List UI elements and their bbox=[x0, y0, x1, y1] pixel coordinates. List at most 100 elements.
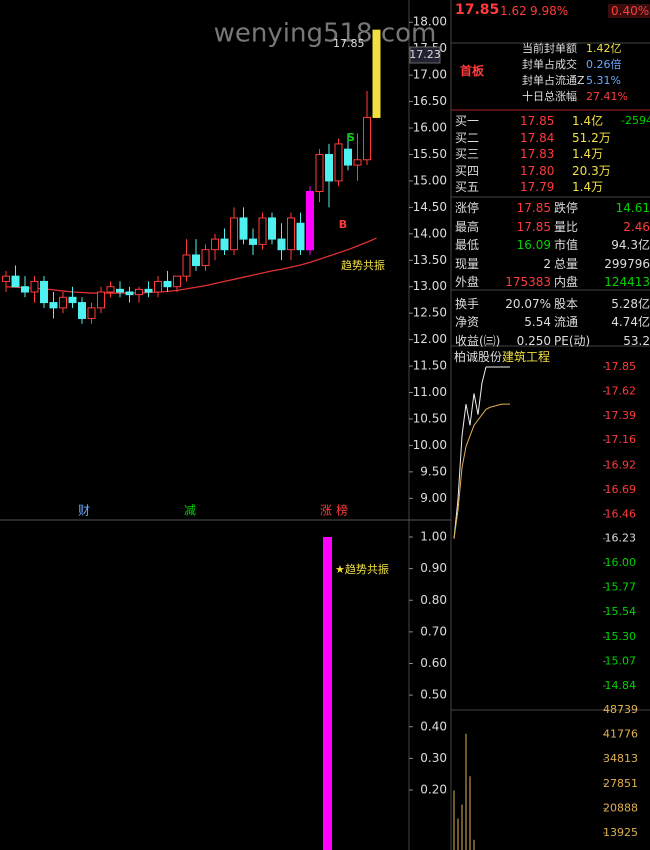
stat-value: 2.46 bbox=[623, 219, 650, 234]
stat-value: 94.3亿 bbox=[611, 238, 650, 252]
y-tick-label: 12.00 bbox=[413, 332, 447, 346]
y-tick-label: 15.54 bbox=[605, 605, 637, 618]
stat-value: 14.61 bbox=[615, 201, 650, 215]
candle-body bbox=[258, 217, 267, 245]
candle-body bbox=[87, 307, 96, 319]
stat-value: 124413 bbox=[604, 275, 650, 289]
y-tick-label: 17.62 bbox=[605, 384, 637, 397]
book-price: 17.79 bbox=[520, 180, 555, 194]
indicator-bar bbox=[323, 537, 332, 850]
y-tick-label: 13.00 bbox=[413, 279, 447, 293]
stat-value: 17.85 bbox=[516, 201, 551, 215]
event-tag: 减 bbox=[184, 504, 196, 518]
y-tick-label: 0.70 bbox=[420, 624, 447, 638]
candle-body bbox=[220, 238, 229, 251]
candle-body bbox=[154, 280, 162, 293]
y-tick-label: 17.16 bbox=[605, 433, 637, 446]
candle-body bbox=[192, 254, 200, 267]
y-tick-label: 9.50 bbox=[420, 464, 447, 478]
stat-value: 175383 bbox=[505, 275, 551, 289]
candle-body bbox=[78, 302, 86, 319]
y-tick-label: 16.69 bbox=[605, 483, 637, 496]
y-tick-label: 27851 bbox=[603, 777, 638, 790]
candle-body bbox=[211, 238, 219, 251]
y-tick-label: 14.84 bbox=[605, 679, 637, 692]
y-tick-label: 0.20 bbox=[420, 783, 447, 797]
candle-body bbox=[230, 217, 238, 251]
y-tick-label: 34813 bbox=[603, 752, 638, 765]
y-tick-label: 16.50 bbox=[413, 94, 447, 108]
y-tick-label: 16.23 bbox=[605, 532, 637, 545]
y-tick-label: 48739 bbox=[603, 703, 638, 716]
y-tick-label: 17.39 bbox=[605, 409, 637, 422]
y-tick-label: 12.50 bbox=[413, 306, 447, 320]
watermark: wenying518.com bbox=[214, 19, 437, 49]
y-tick-label: 10.00 bbox=[413, 438, 447, 452]
candle-body bbox=[125, 291, 134, 296]
event-tag: 榜 bbox=[336, 503, 348, 518]
y-tick-label: 15.07 bbox=[605, 655, 637, 668]
y-tick-label: 13.50 bbox=[413, 253, 447, 267]
info-label: 封单占流通Z bbox=[522, 74, 585, 87]
book-price: 17.80 bbox=[520, 163, 555, 178]
board: 首板 bbox=[460, 64, 485, 78]
candle-body bbox=[97, 291, 105, 309]
book-label: 买三 bbox=[455, 147, 480, 161]
candle-body bbox=[296, 222, 305, 251]
event-tag: 财 bbox=[78, 504, 90, 518]
candle-body bbox=[173, 275, 181, 288]
candle-body bbox=[344, 148, 352, 166]
y-tick-label: 11.50 bbox=[413, 359, 447, 373]
last-price: 17.23 bbox=[409, 48, 441, 61]
stat-value: 16.09 bbox=[516, 238, 551, 252]
y-tick-label: 41776 bbox=[603, 728, 638, 741]
buy-marker: B bbox=[339, 218, 347, 231]
sector: 建筑工程 bbox=[502, 350, 551, 364]
candle-body bbox=[49, 302, 58, 309]
candle-body bbox=[334, 143, 343, 182]
y-tick-label: 15.77 bbox=[605, 580, 637, 593]
y-tick-label: 14.00 bbox=[413, 226, 447, 240]
y-tick-label: 0.80 bbox=[420, 593, 447, 607]
stat-label: 涨停 bbox=[455, 201, 480, 215]
stat-label: 跌停 bbox=[554, 201, 579, 215]
stat-label: 股本 bbox=[554, 296, 579, 311]
book-label: 买四 bbox=[455, 163, 480, 178]
candle-body bbox=[21, 286, 29, 293]
candle-body bbox=[30, 280, 39, 293]
book-volume: 20.3万 bbox=[572, 163, 611, 178]
y-tick-label: 16.46 bbox=[605, 507, 637, 520]
candle-body bbox=[287, 217, 295, 251]
stat-value: 20.07% bbox=[505, 296, 551, 311]
y-tick-label: 13925 bbox=[603, 826, 638, 839]
price-annotation: 17.85 bbox=[333, 37, 365, 50]
y-tick-label: 9.00 bbox=[420, 491, 447, 505]
stat-value: 5.54 bbox=[524, 315, 551, 329]
candle-body bbox=[277, 238, 286, 251]
candle-body bbox=[268, 217, 276, 240]
y-tick-label: 10.50 bbox=[413, 411, 447, 425]
candle-body bbox=[201, 249, 210, 267]
info-value: 5.31% bbox=[586, 74, 621, 87]
signal-label: ★趋势共振 bbox=[335, 562, 389, 576]
candle-body bbox=[372, 29, 381, 118]
book-volume: 1.4亿 bbox=[572, 114, 604, 128]
y-tick-label: 0.40 bbox=[420, 719, 447, 733]
candle-body bbox=[106, 286, 115, 293]
stat-label: 市值 bbox=[554, 238, 579, 252]
stat-label: PE(动) bbox=[554, 333, 591, 348]
y-tick-label: 0.30 bbox=[420, 751, 447, 765]
intraday-price bbox=[453, 366, 510, 539]
intraday-avg bbox=[453, 403, 510, 539]
book-volume: 1.4万 bbox=[572, 180, 604, 194]
y-tick-label: 16.00 bbox=[605, 556, 637, 569]
info-label: 封单占成交 bbox=[522, 58, 577, 71]
stat-value: 4.74亿 bbox=[611, 315, 650, 329]
y-tick-label: 18.00 bbox=[413, 15, 447, 29]
candle-body bbox=[249, 238, 257, 245]
info-label: 十日总涨幅 bbox=[522, 90, 577, 103]
stat-label: 净资 bbox=[455, 315, 480, 329]
book-volume: 1.4万 bbox=[572, 147, 604, 161]
stock-name: 柏诚股份 bbox=[454, 350, 503, 364]
candle-body bbox=[306, 190, 314, 251]
